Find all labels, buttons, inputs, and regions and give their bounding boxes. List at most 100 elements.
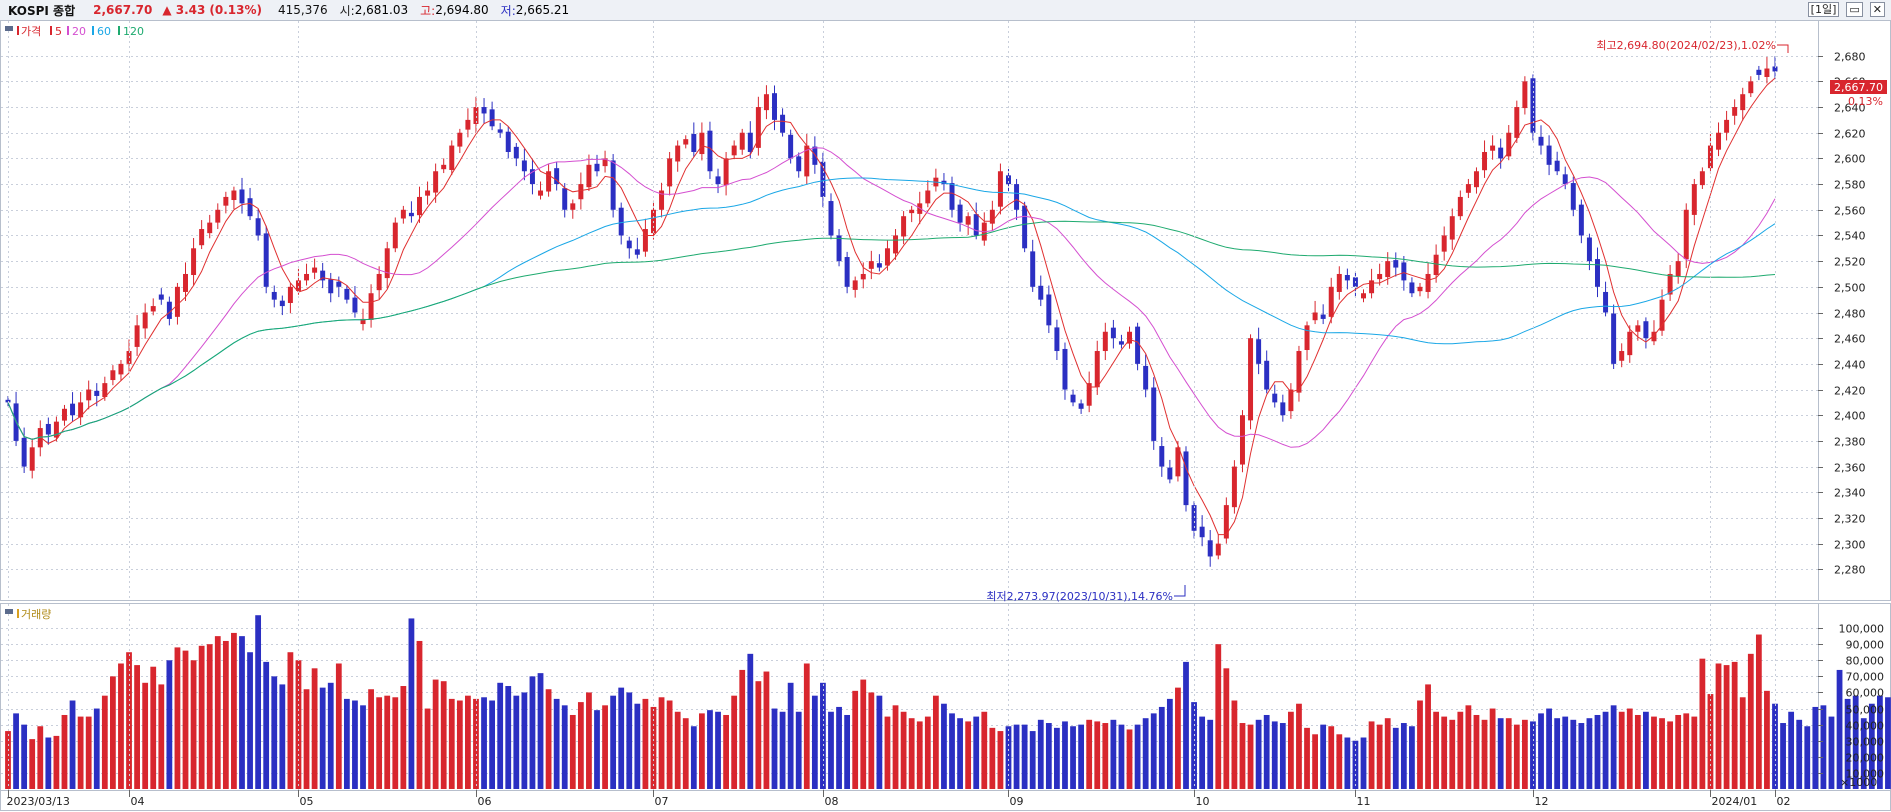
candle-body [1619,351,1625,361]
volume-bar [666,700,673,789]
volume-bar [1078,724,1085,789]
volume-bar [513,695,520,789]
candle-body [271,291,277,300]
volume-bar [626,692,633,789]
price-tick-label: 2,520 [1834,256,1866,269]
candle-body [376,273,382,291]
legend-swatch-ma120 [118,26,120,35]
volume-bar [1618,711,1625,789]
candle-body [1417,286,1423,292]
price-tick-label: 2,640 [1834,102,1866,115]
volume-bar [134,665,140,789]
volume-bar [29,739,36,789]
volume-bar [1715,663,1722,789]
volume-bar [174,647,181,789]
candle-body [433,171,439,193]
volume-bar [755,681,762,789]
volume-bar [1538,713,1544,789]
candle-body [578,184,584,200]
high-arrow-icon [1777,44,1789,53]
candle-body [723,158,729,186]
price-tick-label: 2,300 [1834,539,1866,552]
period-selector[interactable]: [1일] [1807,2,1840,17]
candle-body [755,107,761,148]
date-tick-label: 09 [1010,795,1024,808]
volume-bar [957,718,963,789]
volume-bar [739,669,746,789]
volume-bar [900,711,907,789]
candle-body [699,132,705,155]
volume-bar [368,689,374,789]
candle-body [1651,331,1657,342]
candle-body [739,132,745,150]
close-icon[interactable]: ✕ [1869,2,1885,17]
candle-body [304,273,310,281]
volume-bar [1215,644,1222,789]
candle-body [142,312,148,329]
volume-bar [109,676,116,789]
date-tick-label: 04 [131,795,145,808]
volume-bar [255,615,262,789]
candle-body [1078,403,1084,409]
candle-body [102,383,108,397]
candle-body [780,114,786,133]
ma60-line [7,177,1776,440]
candle-body [989,209,995,224]
volume-tick-label: 60,000 [1846,687,1885,700]
volume-bar [949,713,955,789]
candle-body [505,131,511,152]
high-label: 고: [420,3,436,18]
volume-bar [1231,700,1238,789]
candle-body [513,146,519,159]
price-change-pct: (0.13%) [209,3,262,17]
volume-bar [1070,726,1076,789]
volume-bar [1594,714,1601,789]
price-tick-label: 2,600 [1834,153,1866,166]
volume-bar [1683,713,1690,789]
candle-body [1199,526,1205,538]
volume-bar [21,724,28,789]
candle-body [1264,360,1270,390]
volume-bar [1199,716,1206,789]
candle-body [1385,261,1391,278]
candle-body [901,216,907,237]
minimize-icon[interactable]: ▭ [1846,2,1863,17]
candle-body [1603,291,1609,313]
volume-bar [1796,719,1803,789]
volume-bar [674,711,681,789]
volume-bar [1247,724,1254,789]
current-change-label: 0.13% [1848,95,1883,108]
candle-body [320,270,326,281]
volume-bar [1360,737,1367,789]
candle-body [425,190,431,196]
candle-body [1183,451,1189,506]
volume-bar [1723,665,1730,789]
candle-body [1675,261,1681,277]
volume-bar [408,618,415,789]
volume-bar [1449,719,1456,789]
candle-body [1586,237,1592,262]
volume-bar [376,697,383,789]
candle-body [1167,467,1173,480]
candle-body [1336,273,1342,292]
legend-swatch-ma60 [92,26,94,35]
candle-body [78,402,84,418]
volume-bar [1320,724,1327,789]
candle-body [1344,275,1350,281]
volume-bar [1037,719,1044,789]
candle-body [949,183,955,210]
candle-body [53,421,59,438]
candle-body [29,447,35,471]
candle-body [1699,171,1705,186]
legend-price: 가격 [21,25,41,38]
volume-bar [489,700,496,789]
volume-bar [1271,721,1278,789]
volume-bar [1142,718,1149,789]
volume-value: 415,376 [277,3,328,17]
volume-tick-label: 30,000 [1846,736,1885,749]
volume-bar [1158,706,1165,789]
candle-body [70,403,76,416]
candle-body [110,370,116,381]
candle-body [497,129,503,133]
volume-bar [118,663,124,789]
